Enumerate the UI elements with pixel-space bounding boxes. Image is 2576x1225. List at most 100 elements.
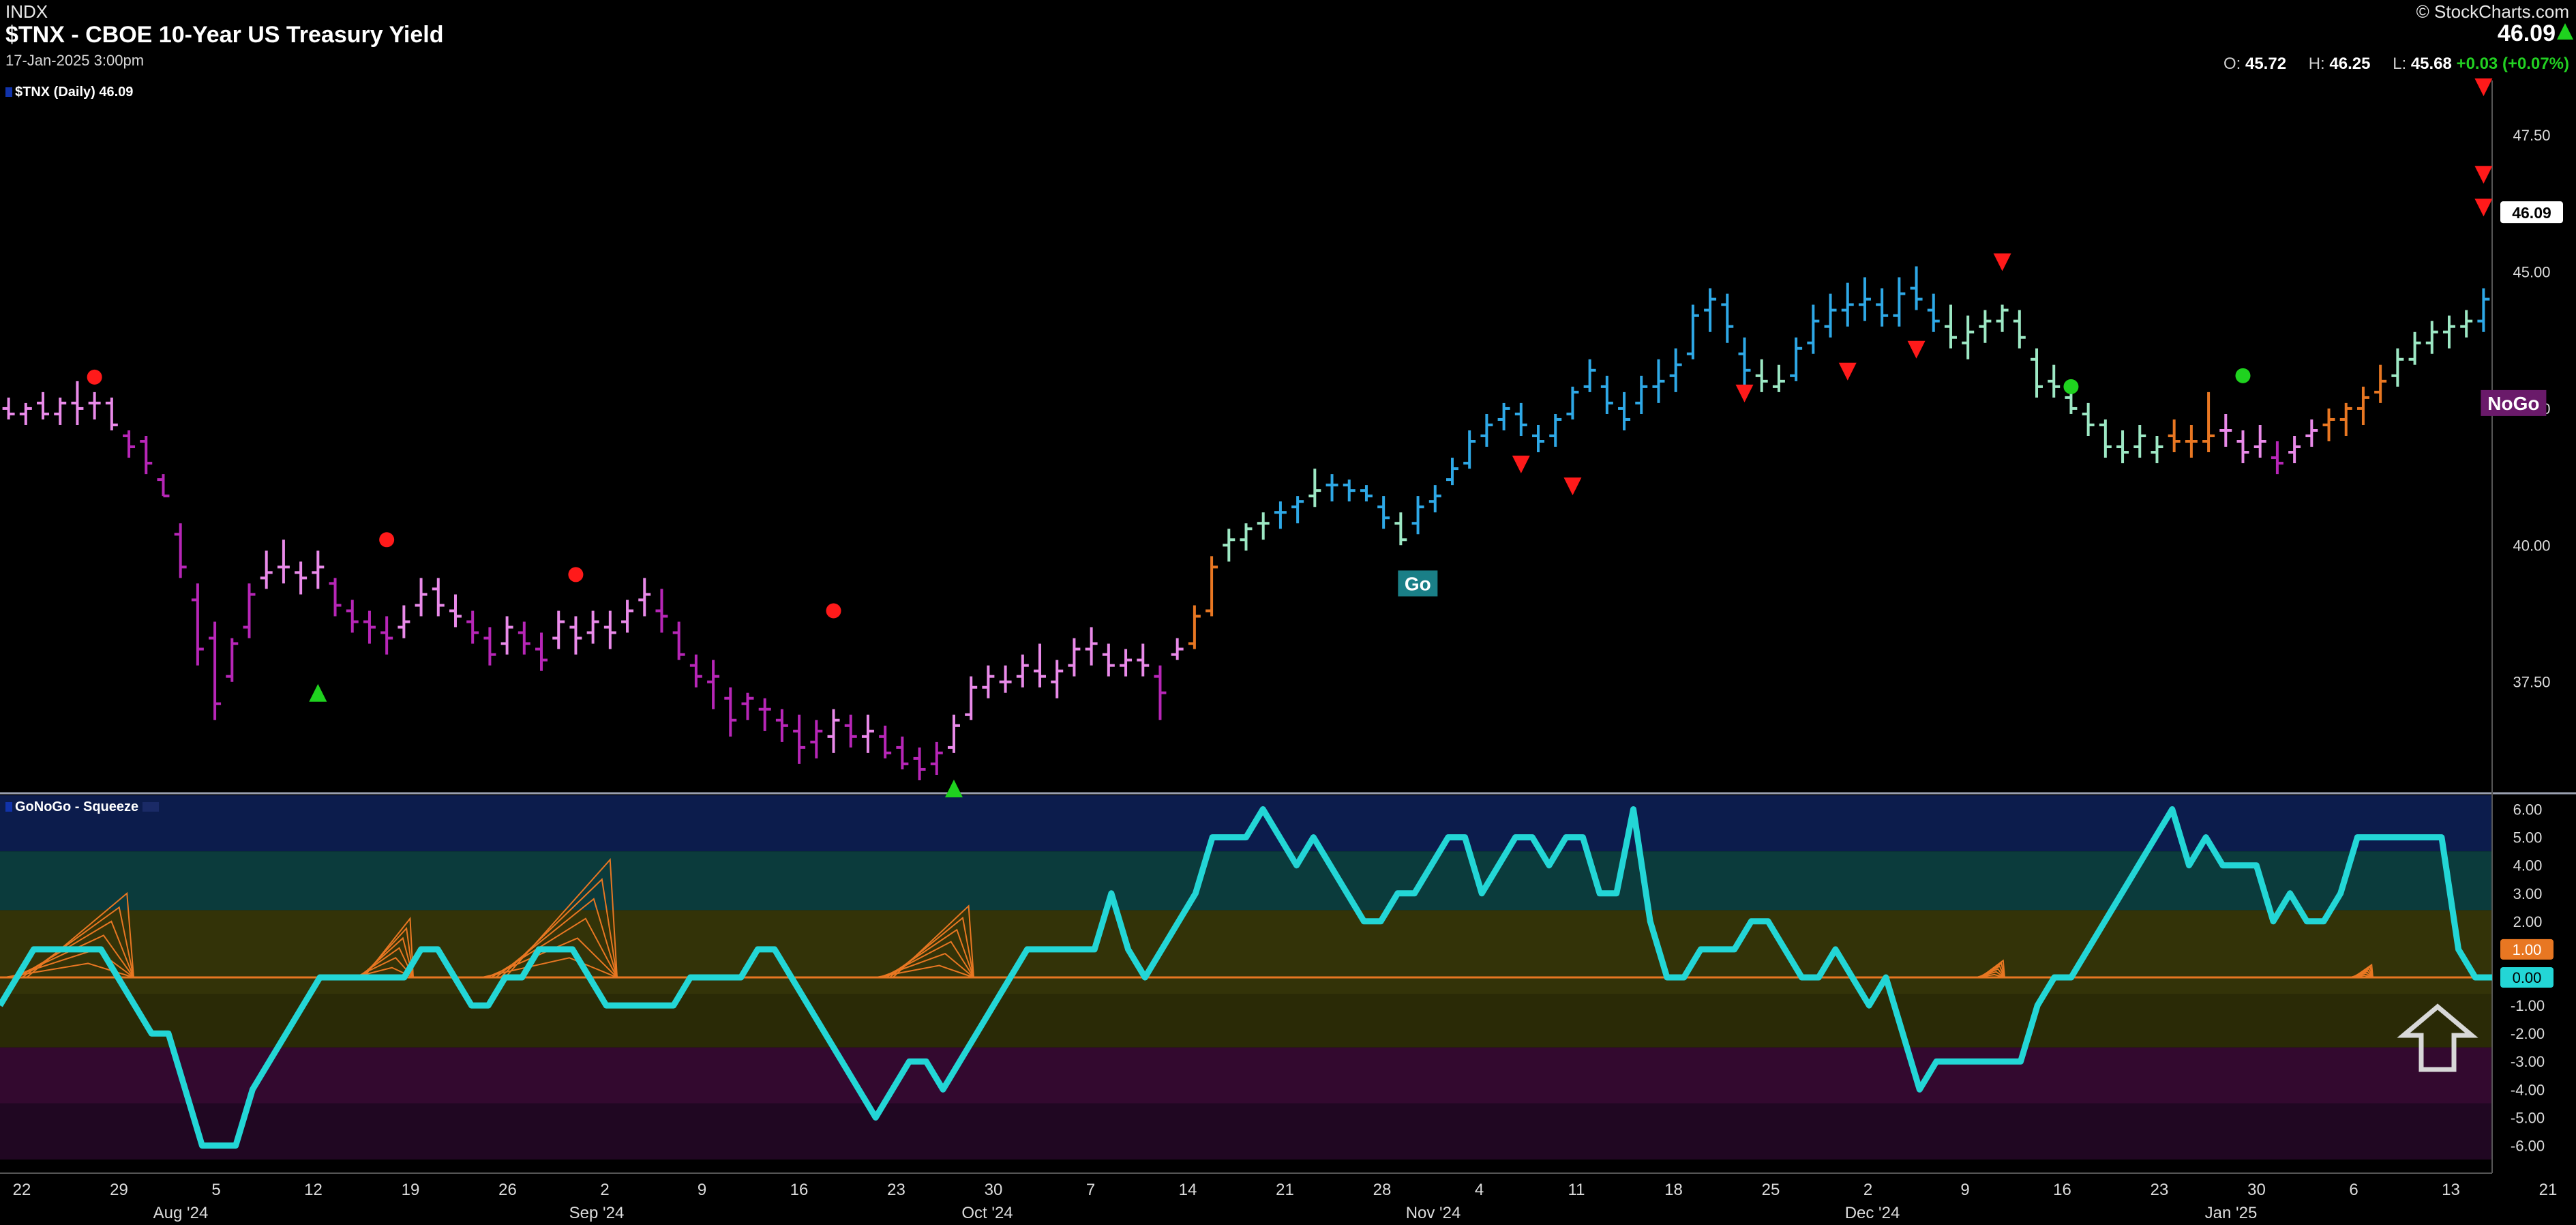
price-bar [535, 632, 548, 671]
oscillator-y-tick: -3.00 [2511, 1053, 2545, 1070]
price-bar [54, 397, 67, 425]
x-month-label: Aug '24 [153, 1204, 209, 1222]
squeeze-rung [892, 904, 974, 978]
price-bar [1893, 277, 1906, 327]
x-month-label: Oct '24 [961, 1204, 1013, 1222]
legend-swatch [5, 802, 12, 812]
price-bar [844, 714, 857, 748]
price-bar [2460, 310, 2473, 338]
price-bar [157, 474, 170, 498]
price-bar [947, 714, 960, 753]
x-day-tick: 23 [887, 1181, 905, 1199]
price-bar [2168, 419, 2181, 453]
panel-frames [0, 80, 2576, 1174]
open-value: 45.72 [2245, 55, 2287, 73]
squeeze-tag-box [2500, 939, 2553, 960]
oscillator-tag-box [2500, 967, 2553, 988]
price-bar [466, 610, 479, 644]
price-bar [1034, 643, 1047, 688]
high-value: 46.25 [2329, 55, 2371, 73]
price-bar [1240, 523, 1253, 551]
oscillator-y-tick: -1.00 [2511, 997, 2545, 1014]
price-bar [2305, 419, 2318, 447]
price-bar [1051, 660, 1064, 698]
price-bar [758, 698, 771, 731]
price-y-tick: 45.00 [2513, 264, 2550, 281]
price-bar [1016, 654, 1029, 688]
price-bar [741, 692, 754, 720]
price-bar [449, 594, 462, 628]
price-bar [295, 561, 308, 595]
price-bar [707, 660, 720, 709]
oscillator-panel-label: GoNoGo - Squeeze [5, 799, 160, 815]
nogo-signal-down-triangle-icon [2474, 198, 2493, 217]
go-signal-up-triangle-icon [309, 683, 327, 702]
price-bar [913, 747, 926, 780]
nogo-signal-down-triangle-icon [1838, 362, 1857, 381]
signal-label-box [1398, 570, 1438, 597]
price-bar [1858, 277, 1871, 321]
price-bar [2339, 402, 2352, 436]
signal-label-text: NoGo [2487, 393, 2539, 414]
nogo-signal-dot-icon [568, 567, 584, 582]
price-bar [2374, 364, 2387, 403]
price-bar [2356, 386, 2369, 425]
price-bar [965, 676, 978, 720]
price-bar [1068, 638, 1081, 677]
signal-label-text: Go [1405, 573, 1431, 594]
price-bar [1755, 359, 1768, 392]
price-bar [1686, 304, 1699, 359]
price-bar [879, 725, 892, 758]
price-bar [1102, 643, 1115, 677]
price-y-tick: 47.50 [2513, 127, 2550, 144]
price-bar [1085, 627, 1098, 666]
price-bar [2133, 424, 2146, 458]
chart-date: 17-Jan-2025 3:00pm [5, 52, 145, 69]
oscillator-y-tick: -5.00 [2511, 1109, 2545, 1126]
price-bar [1343, 479, 1356, 502]
price-bar [1876, 288, 1889, 327]
price-bar [1411, 496, 1424, 535]
price-bar [896, 736, 909, 769]
legend-swatch [143, 802, 160, 812]
go-signal-dot-icon [2063, 379, 2079, 394]
price-bar [2236, 430, 2249, 464]
nogo-signal-down-triangle-icon [1563, 477, 1582, 496]
price-bar [1790, 337, 1803, 381]
price-bar [2322, 408, 2335, 442]
credit-label: © StockCharts.com [2416, 1, 2569, 22]
nogo-signal-down-triangle-icon [1993, 253, 2011, 271]
price-bar [1583, 359, 1596, 392]
price-bar [1463, 430, 1476, 469]
price-bar [2391, 348, 2404, 387]
price-bar [2477, 288, 2490, 332]
price-bar [1514, 402, 1527, 436]
nogo-signal-dot-icon [379, 532, 395, 548]
price-bar [1497, 402, 1510, 430]
oscillator-y-tick: -2.00 [2511, 1025, 2545, 1042]
price-bar [2099, 419, 2112, 458]
price-bar [1962, 315, 1975, 359]
price-bars [2, 266, 2490, 780]
price-bar [1824, 293, 1837, 338]
x-day-tick: 9 [698, 1181, 706, 1199]
price-bar [1549, 413, 1562, 447]
low-value: 45.68 [2410, 55, 2452, 73]
price-bar [1360, 485, 1373, 502]
price-bar [398, 605, 410, 638]
price-bar [260, 550, 273, 589]
squeeze-tag-text: 1.00 [2513, 941, 2542, 958]
price-bar [1910, 266, 1923, 310]
nogo-signal-down-triangle-icon [1735, 384, 1754, 402]
ohlc-summary: O: 45.72 H: 46.25 L: 45.68 +0.03 (+0.07%… [2223, 55, 2569, 74]
price-bar [1154, 665, 1167, 720]
price-bar [19, 402, 32, 425]
price-bar [1205, 556, 1218, 617]
chart-title: $TNX - CBOE 10-Year US Treasury Yield [5, 22, 444, 48]
price-bar [105, 397, 118, 430]
oscillator-band [0, 795, 2492, 852]
price-bar [415, 578, 428, 617]
price-bar [1326, 474, 1338, 502]
price-bar [1996, 304, 2009, 332]
